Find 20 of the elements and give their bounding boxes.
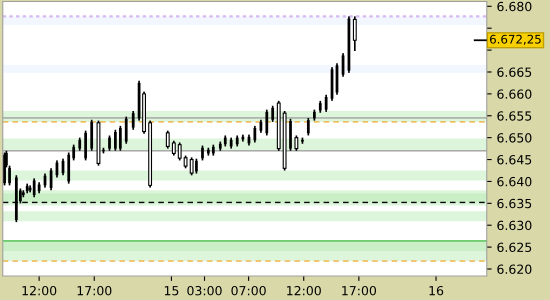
- x-tick-label: 07:00: [231, 286, 266, 296]
- x-tick-label: 16: [429, 286, 444, 296]
- ref-line-label: 6.672,25: [490, 34, 541, 45]
- y-tick-label: 6.620: [497, 264, 532, 274]
- x-tick-label: 12:00: [287, 286, 321, 296]
- y-tick-label: 6.650: [497, 133, 532, 143]
- y-tick-label: 6.645: [497, 155, 532, 164]
- y-tick-label: 6.625: [497, 242, 532, 252]
- x-tick-label: 03:00: [187, 286, 222, 296]
- y-tick-label: 6.665: [497, 67, 532, 77]
- y-tick-label: 6.680: [497, 2, 532, 12]
- x-tick-label: 15: [164, 286, 178, 296]
- x-tick-label: 12:00: [22, 286, 56, 296]
- y-tick-label: 6.640: [497, 176, 532, 186]
- y-tick-label: 6.630: [497, 220, 532, 230]
- y-tick-label: 6.660: [497, 89, 532, 99]
- x-tick-label: 17:00: [342, 286, 376, 296]
- y-tick-label: 6.655: [497, 111, 532, 121]
- x-tick-label: 17:00: [78, 286, 112, 296]
- y-tick-label: 6.635: [497, 198, 532, 208]
